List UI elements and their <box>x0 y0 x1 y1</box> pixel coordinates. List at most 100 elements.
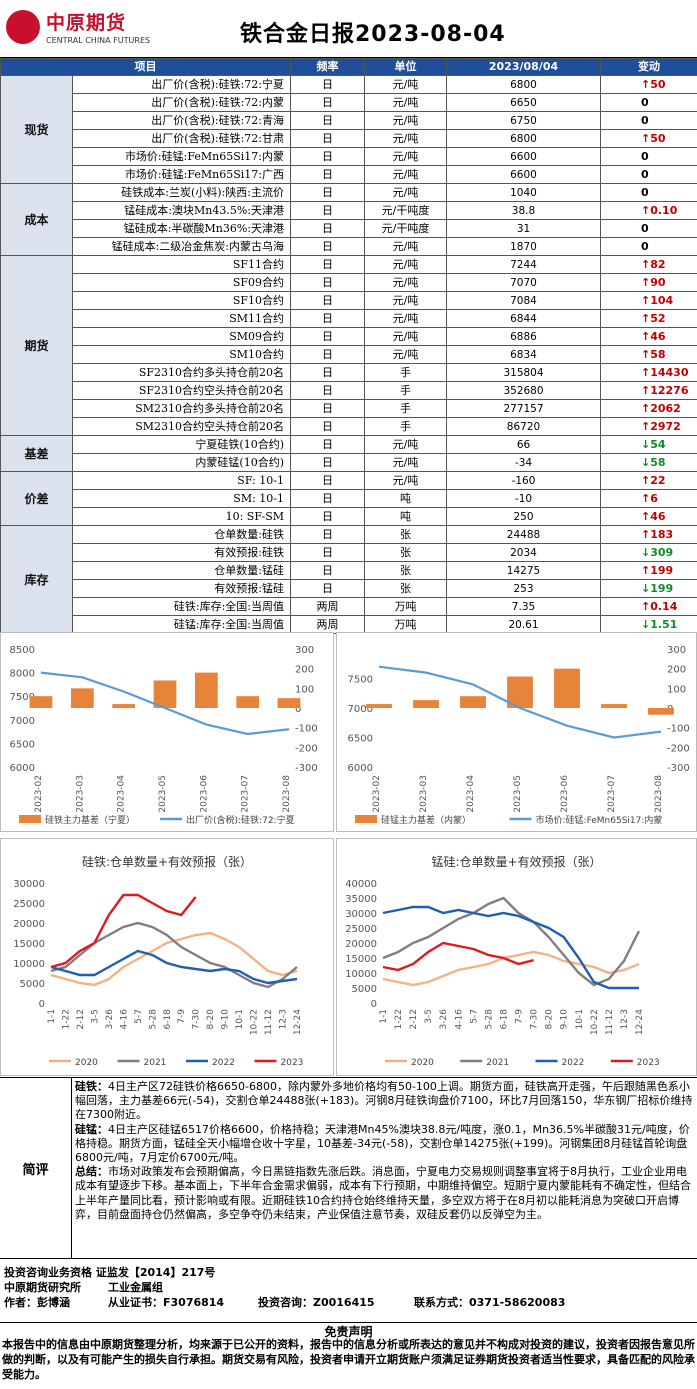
change-value: 183 <box>650 527 674 541</box>
arrow-up-icon: ↑ <box>641 419 651 433</box>
sf-basis-chart-svg: 8500 8000 7500 7000 6500 6000 300 200 100 0 -100 -2… <box>10 645 318 826</box>
legend-label: 2022 <box>212 1058 235 1068</box>
y-right-tick-label: 100 <box>295 684 314 695</box>
arrow-up-icon: ↑ <box>641 491 651 505</box>
table-row: 成本 硅铁成本:兰炭(小料):陕西:主流价日元/吨 1040 0 <box>0 183 697 256</box>
unit-cell: 元/吨 <box>364 183 447 202</box>
charts-area: 8500 8000 7500 7000 6500 6000 300 200 100 0 -100 -2… <box>0 632 697 1078</box>
change-cell: ↑46 <box>600 327 697 346</box>
change-value: 104 <box>650 293 674 307</box>
table-row: SM2310合约空头持仓前20名日手 86720 ↑2972 <box>1 417 697 436</box>
x-tick-label: 11-12 <box>264 1009 274 1035</box>
change-value: 90 <box>650 275 666 289</box>
data-table: 项目 频率 单位 2023/08/04 变动 现货 出厂价(含税):硅铁:72:宁… <box>0 58 697 634</box>
change-value: 199 <box>650 581 674 595</box>
x-tick-label: 3-5 <box>90 1009 100 1024</box>
freq-cell: 两周 <box>290 615 365 634</box>
table-row: 出厂价(含税):硅铁:72:甘肃日元/吨 6800 ↑50 <box>1 129 697 148</box>
arrow-up-icon: ↑ <box>641 527 651 541</box>
summary-comment-title: 总结： <box>75 1165 108 1179</box>
y-right-tick-label: -100 <box>667 724 690 735</box>
legend-basis-swatch <box>355 815 377 823</box>
unit-cell: 吨 <box>364 489 447 508</box>
y-tick-label: 20000 <box>13 919 45 930</box>
change-cell: ↑199 <box>600 561 697 580</box>
change-value: 0 <box>641 221 649 235</box>
item-cell: 仓单数量:硅铁 <box>72 525 291 544</box>
change-value: 199 <box>650 563 674 577</box>
unit-cell: 张 <box>364 561 447 580</box>
item-cell: 锰硅成本:二级冶金焦炭:内蒙古乌海 <box>72 237 291 256</box>
x-tick-label: 12-24 <box>293 1009 303 1035</box>
value-cell: 31 <box>446 219 601 238</box>
basis-bar <box>194 672 218 708</box>
y-right-tick-label: 100 <box>667 684 686 695</box>
item-cell: 有效预报:锰硅 <box>72 579 291 598</box>
unit-cell: 元/吨 <box>364 237 447 256</box>
y-right-tick-label: 0 <box>295 704 301 715</box>
item-cell: 出厂价(含税):硅铁:72:宁夏 <box>72 75 291 94</box>
table-row: SM: 10-1 日吨 -10 ↑6 <box>1 489 697 508</box>
x-tick-label: 3-26 <box>439 1009 449 1030</box>
change-value: 46 <box>650 329 666 343</box>
sm-comment-title: 硅锰： <box>75 1122 108 1136</box>
y-tick-label: 5000 <box>20 979 45 990</box>
unit-cell: 元/吨 <box>364 471 447 490</box>
basis-bar <box>413 700 439 708</box>
item-cell: 硅铁:库存:全国:当周值 <box>72 597 291 616</box>
unit-cell: 张 <box>364 579 447 598</box>
item-cell: 硅锰:库存:全国:当周值 <box>72 615 291 634</box>
freq-cell: 日 <box>290 417 365 436</box>
freq-cell: 日 <box>290 237 365 256</box>
item-cell: SF2310合约多头持仓前20名 <box>72 363 291 382</box>
change-cell: ↓1.51 <box>600 615 697 634</box>
freq-cell: 日 <box>290 273 365 292</box>
sm-warrant-chart: 锰硅:仓单数量+有效预报（张） 40000 35000 30000 25000 2000… <box>336 838 697 1076</box>
value-cell: 7084 <box>446 291 601 310</box>
sf-comment: 硅铁：4日主产区72硅铁价格6650-6800，除内蒙外多地价格均有50-100… <box>75 1080 693 1123</box>
item-cell: SM10合约 <box>72 345 291 364</box>
price-line <box>378 665 662 739</box>
freq-cell: 两周 <box>290 597 365 616</box>
basis-bar <box>112 704 136 708</box>
item-cell: 有效预报:硅铁 <box>72 543 291 562</box>
logo-cn-text: 中原期货 <box>46 12 127 34</box>
x-tick-label: 2023-03 <box>75 775 85 813</box>
x-tick-label: 2023-02 <box>372 775 382 813</box>
y-tick-label: 0 <box>39 999 45 1010</box>
item-cell: SF10合约 <box>72 291 291 310</box>
x-tick-label: 4-16 <box>454 1009 464 1030</box>
report-title: 铁合金日报2023-08-04 <box>240 22 506 47</box>
arrow-up-icon: ↑ <box>641 365 651 379</box>
item-cell: 仓单数量:锰硅 <box>72 561 291 580</box>
sf-warrant-chart-title: 硅铁:仓单数量+有效预报（张） <box>81 855 253 869</box>
table-row: 内蒙硅锰(10合约) 日元/吨 -34 ↓58 <box>1 453 697 472</box>
unit-cell: 手 <box>364 417 447 436</box>
x-tick-label: 2023-08 <box>282 775 292 813</box>
y-tick-label: 25000 <box>13 899 45 910</box>
table-row: SF10合约日元/吨 7084 ↑104 <box>1 291 697 310</box>
freq-cell: 日 <box>290 543 365 562</box>
item-cell: SM11合约 <box>72 309 291 328</box>
item-cell: SM2310合约空头持仓前20名 <box>72 417 291 436</box>
legend-basis-swatch <box>19 815 41 823</box>
y-right-tick-label: -200 <box>667 743 690 754</box>
change-value: 0 <box>641 113 649 127</box>
change-value: 82 <box>650 257 666 271</box>
basis-bar <box>601 704 627 708</box>
table-row: 库存 仓单数量:硅铁日张 24488 ↑183 <box>0 525 697 634</box>
x-tick-label: 2023-04 <box>466 775 476 813</box>
x-tick-label: 8-20 <box>545 1009 555 1030</box>
table-row: 锰硅成本:半碳酸Mn36%:天津港日元/干吨度 31 0 <box>1 219 697 238</box>
y-left-tick-label: 7000 <box>10 716 35 727</box>
y-tick-label: 5000 <box>352 984 377 995</box>
unit-cell: 元/吨 <box>364 273 447 292</box>
y-left-tick-label: 6000 <box>10 763 35 774</box>
value-cell: 277157 <box>446 399 601 418</box>
legend-label: 2022 <box>562 1058 585 1068</box>
freq-cell: 日 <box>290 147 365 166</box>
arrow-down-icon: ↓ <box>641 545 651 559</box>
x-tick-label: 2023-07 <box>607 775 617 813</box>
value-cell: -10 <box>446 489 601 508</box>
arrow-down-icon: ↓ <box>641 437 651 451</box>
